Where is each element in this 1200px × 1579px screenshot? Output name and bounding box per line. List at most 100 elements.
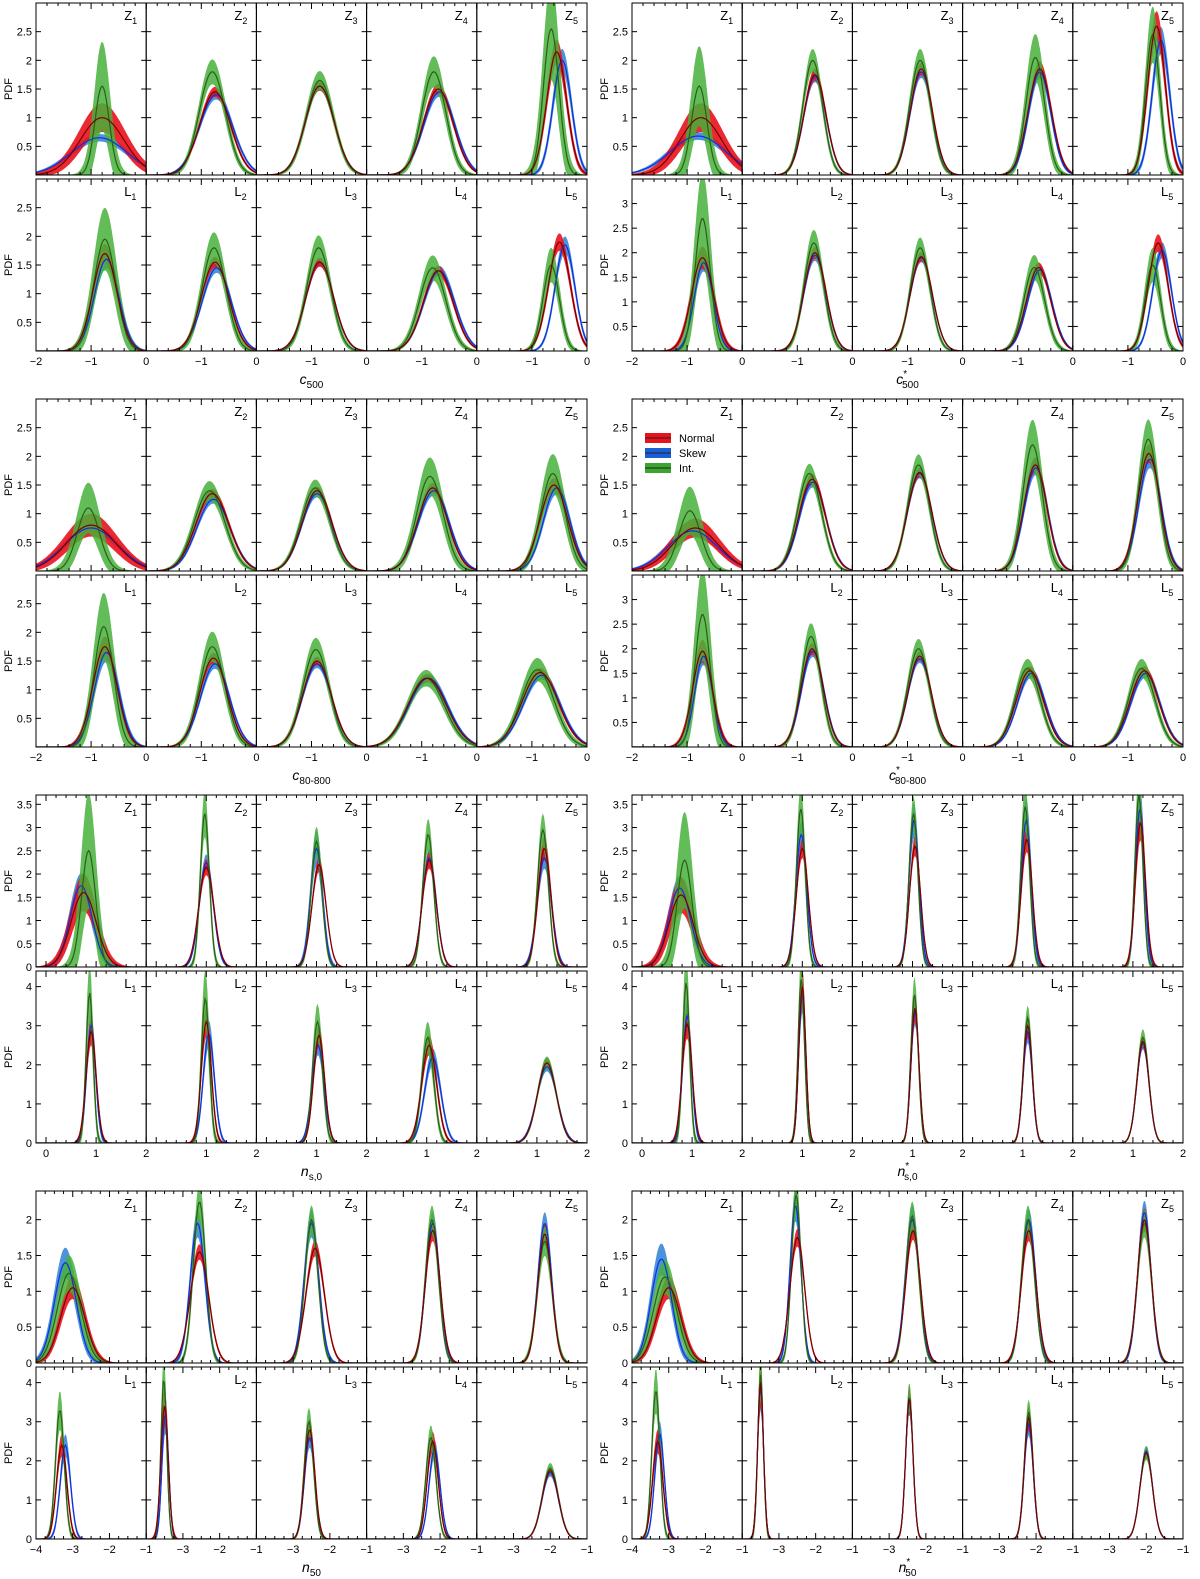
- series-normal-line: [1072, 1452, 1183, 1539]
- panel-z2: Z2: [741, 2, 853, 176]
- series-normal-line: [1072, 821, 1183, 967]
- panel-label-index: 3: [353, 412, 358, 422]
- panel-z3: Z3: [851, 398, 964, 572]
- panel-z4: Z4: [366, 1190, 478, 1364]
- panel-frame: [741, 574, 853, 748]
- series-normal-band: [962, 457, 1073, 571]
- y-tick-label: 0: [26, 1534, 32, 1546]
- series-normal-band: [476, 233, 587, 351]
- x-tick-label: −3: [397, 1544, 410, 1556]
- panel-label: L4: [455, 976, 467, 994]
- panel-frame: [631, 398, 743, 572]
- series-int-band: [146, 481, 257, 571]
- y-tick-label: 0: [26, 1138, 32, 1150]
- x-axis-title-symbol: n: [897, 1163, 905, 1179]
- panel-label-letter: Z: [720, 8, 728, 23]
- y-tick-label: 4: [622, 982, 628, 994]
- panel-label-letter: Z: [565, 8, 573, 23]
- panel-label: L4: [1051, 580, 1063, 598]
- plot-area: [852, 454, 963, 571]
- series-int-band: [852, 1201, 963, 1363]
- panel-label-index: 2: [242, 984, 247, 994]
- series-int-line: [962, 444, 1073, 571]
- panel-l4: L4 −1 0: [366, 178, 480, 368]
- panel-label-letter: L: [830, 184, 837, 199]
- series-normal-line: [146, 866, 257, 967]
- x-tick-label: 0: [849, 356, 855, 368]
- y-tick-label: 1: [26, 685, 32, 697]
- plot-area: [962, 1205, 1073, 1363]
- series-normal-band: [632, 1009, 743, 1143]
- series-normal-line: [632, 1287, 743, 1363]
- plot-area: [742, 463, 853, 571]
- panel-label: Z5: [565, 404, 578, 422]
- series-skew-line: [852, 472, 963, 571]
- panel-frame: [851, 1366, 964, 1540]
- y-tick-label: 1: [26, 113, 32, 125]
- series-int-line: [852, 464, 963, 571]
- panel-label-letter: Z: [720, 404, 728, 419]
- panel-label-letter: Z: [455, 8, 463, 23]
- y-tick-label: 1.5: [17, 656, 32, 668]
- series-normal-band: [146, 256, 257, 351]
- series-int-band: [146, 1191, 257, 1363]
- x-axis-title-symbol: c: [896, 371, 903, 387]
- panel-label-letter: Z: [345, 1196, 353, 1211]
- y-tick-label: 0: [26, 962, 32, 974]
- plot-area: [146, 1367, 257, 1539]
- panel-label: Z3: [941, 1196, 954, 1214]
- panel-label: Z5: [1161, 800, 1174, 818]
- panel-label: Z2: [830, 1196, 843, 1214]
- panel-l3: L3 1 2: [255, 970, 370, 1160]
- panel-label-letter: L: [124, 1372, 131, 1387]
- series-skew-line: [852, 657, 963, 747]
- panel-label-index: 3: [948, 984, 953, 994]
- plot-area: [256, 1205, 367, 1363]
- series-normal-line: [962, 1229, 1073, 1363]
- y-tick-label: 3: [622, 1417, 628, 1429]
- panel-label-letter: L: [941, 184, 948, 199]
- series-normal-band: [36, 103, 147, 175]
- series-int-band: [256, 71, 367, 175]
- series-int-line: [852, 1214, 963, 1363]
- x-tick-label: −1: [901, 752, 914, 764]
- y-axis-label: PDF: [3, 650, 15, 672]
- panel-l1: L10 1 2: [35, 970, 149, 1160]
- panel-label-letter: Z: [1051, 800, 1059, 815]
- legend-label: Normal: [679, 433, 714, 445]
- panel-label-index: 4: [1059, 16, 1064, 26]
- series-int-line: [256, 839, 367, 967]
- panel-frame: [476, 1366, 588, 1540]
- panel-label-index: 1: [727, 192, 732, 202]
- panel-label: L5: [565, 580, 577, 598]
- series-normal-line: [1072, 452, 1184, 571]
- panel-l1: L1 −2 −1 0: [30, 574, 149, 764]
- series-skew-line: [742, 254, 853, 351]
- series-skew-band: [962, 1208, 1073, 1363]
- panel-frame: [1072, 794, 1184, 968]
- x-axis-title: n* s,0: [897, 1161, 917, 1183]
- panel-frame: [962, 1190, 1074, 1364]
- series-skew-band: [962, 668, 1073, 747]
- panel-label-letter: Z: [345, 800, 353, 815]
- panel-z1: Z1: [35, 1190, 147, 1364]
- x-tick-label: −1: [305, 752, 318, 764]
- x-tick-label: −3: [773, 1544, 786, 1556]
- panel-label: L5: [565, 1372, 577, 1390]
- x-tick-label: −1: [140, 1544, 153, 1556]
- y-tick-label: 1: [622, 1286, 628, 1298]
- series-int-line: [36, 849, 147, 967]
- plot-area: [962, 419, 1073, 571]
- x-tick-label: −2: [30, 752, 43, 764]
- series-normal-line: [1072, 1219, 1183, 1363]
- panel-l3: L3 −1 0: [255, 574, 370, 764]
- series-normal-band: [1072, 1035, 1183, 1143]
- plot-area: [742, 971, 853, 1143]
- x-tick-label: −4: [30, 1544, 43, 1556]
- plot-area: [632, 812, 743, 967]
- series-normal-line: [146, 1405, 257, 1539]
- panel-label-letter: Z: [1161, 8, 1169, 23]
- y-tick-label: 2: [26, 1215, 32, 1227]
